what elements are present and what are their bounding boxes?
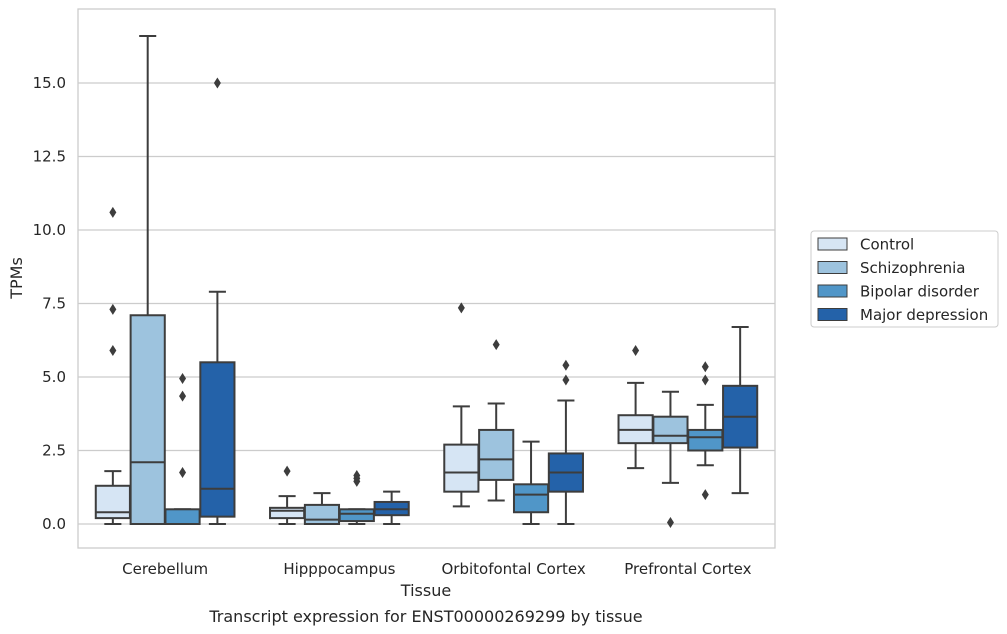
y-tick-label: 7.5	[42, 295, 66, 313]
outlier-point	[179, 390, 187, 402]
box-iqr	[303, 503, 341, 526]
box-schizophrenia	[303, 492, 341, 526]
outlier-point	[179, 372, 187, 384]
outlier-point	[283, 465, 291, 477]
outlier-point	[353, 469, 361, 481]
box-major-depression	[199, 77, 236, 525]
box-control	[94, 206, 131, 525]
box-iqr	[269, 506, 306, 520]
outlier-point	[179, 467, 187, 479]
outlier-point	[213, 77, 221, 89]
outlier-point	[562, 359, 570, 371]
box-iqr	[512, 483, 550, 514]
box-schizophrenia	[478, 339, 515, 502]
outlier-point	[109, 345, 117, 357]
y-axis-ticks: 0.0 2.5 5.0 7.5 10.0 12.5 15.0	[33, 74, 66, 533]
legend-item: Bipolar disorder	[817, 283, 980, 301]
box-schizophrenia	[652, 390, 689, 529]
legend-swatch	[817, 261, 848, 274]
box-iqr	[199, 361, 236, 518]
x-axis-ticks: Cerebellum Hipppocampus Orbitofontal Corte…	[122, 560, 751, 578]
legend-item: Schizophrenia	[817, 259, 965, 277]
legend-item: Major depression	[817, 306, 988, 324]
y-tick-label: 15.0	[33, 74, 66, 92]
box-plot-series	[94, 34, 759, 529]
box-iqr	[478, 428, 515, 481]
legend-item: Control	[817, 236, 914, 254]
box-iqr	[443, 443, 480, 493]
box-iqr	[94, 484, 131, 520]
box-bipolar-disorder	[164, 372, 201, 525]
box-iqr	[338, 508, 375, 523]
legend-label: Schizophrenia	[860, 259, 965, 277]
box-iqr	[129, 314, 166, 526]
legend: Control Schizophrenia Bipolar disorder Majo…	[810, 230, 999, 328]
box-iqr	[164, 508, 201, 525]
x-tick-label: Prefrontal Cortex	[624, 560, 751, 578]
legend-label: Control	[860, 236, 914, 254]
box-bipolar-disorder	[338, 469, 375, 525]
chart-caption: Transcript expression for ENST0000026929…	[208, 607, 642, 626]
outlier-point	[701, 361, 709, 373]
box-control	[443, 302, 480, 508]
x-tick-label: Cerebellum	[122, 560, 208, 578]
box-major-depression	[373, 490, 410, 525]
legend-frame	[810, 230, 999, 328]
legend-swatch	[817, 237, 848, 251]
box-bipolar-disorder	[687, 361, 724, 501]
outlier-point	[632, 345, 640, 357]
legend-label: Bipolar disorder	[860, 283, 980, 301]
plot-frame	[77, 8, 776, 549]
y-tick-label: 5.0	[42, 368, 66, 386]
box-control	[617, 345, 654, 470]
x-tick-label: Hipppocampus	[283, 560, 395, 578]
legend-swatch	[817, 308, 848, 321]
outlier-point	[666, 517, 674, 529]
box-iqr	[687, 428, 724, 452]
box-schizophrenia	[129, 34, 166, 526]
outlier-point	[701, 374, 709, 386]
x-axis-label: Tissue	[400, 581, 451, 600]
box-major-depression	[722, 326, 759, 495]
legend-swatch	[817, 284, 848, 298]
outlier-point	[109, 206, 117, 218]
outlier-point	[562, 374, 570, 386]
outlier-point	[457, 302, 465, 314]
y-tick-label: 2.5	[42, 442, 66, 460]
outlier-point	[109, 303, 117, 315]
outlier-point	[492, 339, 500, 351]
outlier-point	[701, 489, 709, 501]
box-bipolar-disorder	[512, 440, 550, 525]
y-tick-label: 10.0	[33, 221, 66, 239]
box-iqr	[652, 415, 689, 445]
y-tick-label: 0.0	[42, 515, 66, 533]
box-control	[269, 465, 306, 525]
box-major-depression	[547, 359, 584, 525]
x-tick-label: Orbitofontal Cortex	[442, 560, 586, 578]
legend-label: Major depression	[860, 306, 988, 324]
y-tick-label: 12.5	[33, 148, 66, 166]
y-axis-label: TPMs	[7, 257, 26, 300]
gridlines	[78, 82, 775, 525]
